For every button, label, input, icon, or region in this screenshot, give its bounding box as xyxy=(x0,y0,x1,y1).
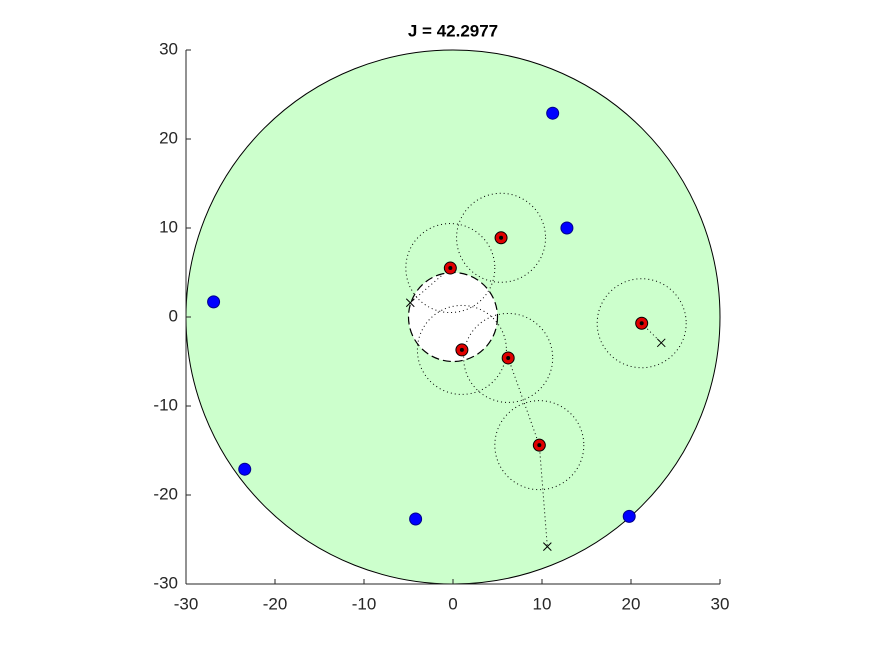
x-tick-label: -30 xyxy=(174,594,199,613)
cross xyxy=(405,298,415,308)
y-tick-label: -10 xyxy=(153,395,178,414)
y-tick-label: -30 xyxy=(153,573,178,592)
sensor-center xyxy=(499,235,504,240)
x-tick-label: 30 xyxy=(711,594,730,613)
sensor-range xyxy=(596,278,687,369)
sensor-center xyxy=(459,347,464,352)
x-tick-label: 20 xyxy=(622,594,641,613)
x-tick-label: -20 xyxy=(263,594,288,613)
cross xyxy=(542,542,552,551)
target xyxy=(207,295,221,309)
y-tick-label: 30 xyxy=(159,39,178,58)
sensor-center xyxy=(506,355,511,360)
y-tick-label: 10 xyxy=(159,217,178,236)
sensor-range xyxy=(463,312,554,403)
x-tick-label: 10 xyxy=(533,594,552,613)
x-tick-label: -10 xyxy=(352,594,377,613)
sensor-range xyxy=(405,223,496,314)
sensor-center xyxy=(639,321,644,326)
target xyxy=(409,512,423,526)
target xyxy=(546,106,560,120)
y-tick-label: 0 xyxy=(169,306,178,325)
sensor-range xyxy=(416,304,507,395)
sensor-range xyxy=(494,400,585,491)
target xyxy=(238,462,252,476)
sensor-center xyxy=(537,443,542,448)
hole xyxy=(407,271,499,363)
sensor-center xyxy=(448,266,453,271)
target xyxy=(622,509,636,523)
y-tick-label: 20 xyxy=(159,128,178,147)
chart-title: J = 42.2977 xyxy=(408,21,498,40)
target xyxy=(560,221,574,235)
cross xyxy=(656,338,666,348)
x-tick-label: 0 xyxy=(448,594,457,613)
y-tick-label: -20 xyxy=(153,484,178,503)
sensor-range xyxy=(456,192,547,283)
